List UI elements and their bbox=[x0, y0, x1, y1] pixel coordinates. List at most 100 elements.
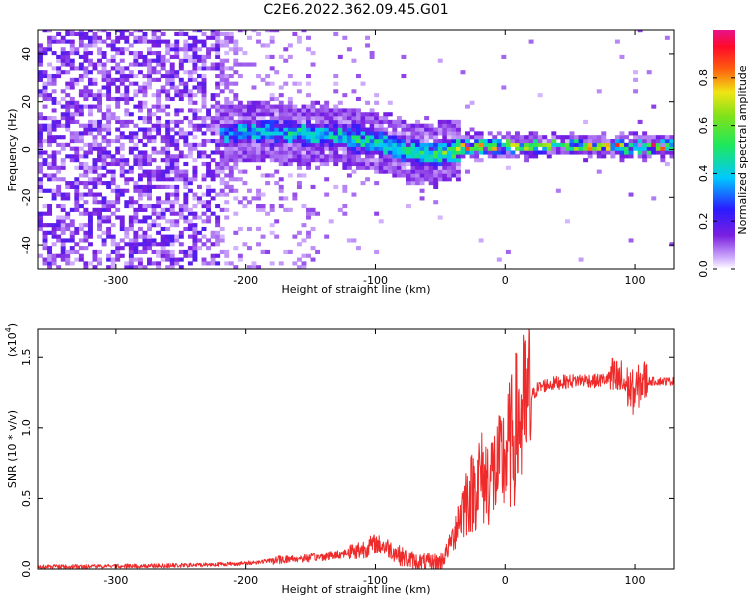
heatmap-cell bbox=[42, 47, 48, 52]
heatmap-cell bbox=[42, 257, 48, 262]
heatmap-cell bbox=[583, 150, 589, 155]
heatmap-cell bbox=[69, 138, 75, 144]
heatmap-cell bbox=[60, 192, 66, 197]
heatmap-cell bbox=[51, 154, 57, 159]
heatmap-cell bbox=[283, 104, 289, 109]
heatmap-cell bbox=[201, 123, 207, 128]
heatmap-cell bbox=[137, 242, 143, 247]
heatmap-cell bbox=[669, 138, 674, 144]
heatmap-cell bbox=[596, 142, 602, 147]
heatmap-cell bbox=[206, 154, 212, 159]
heatmap-cell bbox=[110, 158, 116, 163]
heatmap-cell bbox=[42, 173, 48, 178]
heatmap-cell bbox=[142, 154, 148, 159]
heatmap-cell bbox=[274, 70, 280, 75]
heatmap-cell bbox=[101, 196, 107, 201]
heatmap-cell bbox=[192, 35, 198, 40]
heatmap-cell bbox=[528, 138, 534, 144]
heatmap-cell bbox=[56, 184, 62, 189]
heatmap-cell bbox=[356, 158, 361, 163]
heatmap-cell bbox=[437, 173, 443, 178]
heatmap-cell bbox=[174, 261, 180, 266]
heatmap-cell bbox=[65, 215, 71, 220]
heatmap-cell bbox=[119, 66, 125, 71]
heatmap-cell bbox=[542, 135, 548, 140]
heatmap-cell bbox=[215, 31, 221, 37]
heatmap-cell bbox=[274, 127, 280, 132]
heatmap-cell bbox=[42, 150, 48, 155]
heatmap-cell bbox=[228, 158, 234, 163]
heatmap-cell bbox=[174, 158, 180, 163]
heatmap-cell bbox=[169, 138, 175, 144]
heatmap-cell bbox=[405, 169, 411, 174]
heatmap-cell bbox=[83, 85, 89, 90]
heatmap-cell bbox=[51, 66, 57, 71]
heatmap-cell bbox=[156, 150, 162, 155]
heatmap-cell bbox=[78, 54, 84, 59]
heatmap-cell bbox=[392, 142, 398, 147]
heatmap-cell bbox=[92, 196, 98, 201]
heatmap-cell bbox=[38, 47, 43, 52]
heatmap-cell bbox=[569, 142, 575, 147]
heatmap-cell bbox=[69, 100, 75, 105]
heatmap-cell bbox=[324, 146, 330, 151]
heatmap-cell bbox=[455, 142, 461, 147]
heatmap-cell bbox=[442, 158, 448, 163]
heatmap-cell bbox=[219, 177, 225, 182]
heatmap-cell bbox=[183, 253, 189, 258]
heatmap-cell bbox=[233, 131, 239, 136]
heatmap-cell bbox=[442, 135, 448, 140]
heatmap-cell bbox=[192, 100, 198, 105]
heatmap-cell bbox=[501, 146, 507, 151]
heatmap-cell bbox=[97, 104, 102, 109]
heatmap-cell bbox=[551, 150, 557, 155]
heatmap-cell bbox=[210, 242, 216, 247]
heatmap-cell bbox=[124, 123, 130, 128]
heatmap-cell bbox=[242, 104, 248, 109]
heatmap-cell bbox=[101, 150, 107, 155]
heatmap-cell bbox=[65, 112, 71, 117]
heatmap-cell bbox=[360, 181, 366, 186]
heatmap-cell bbox=[646, 142, 652, 147]
heatmap-cell bbox=[269, 108, 275, 113]
heatmap-cell bbox=[310, 135, 316, 140]
heatmap-cell bbox=[528, 146, 534, 151]
heatmap-cell bbox=[442, 119, 448, 124]
heatmap-cell bbox=[124, 119, 130, 124]
heatmap-cell bbox=[47, 43, 53, 48]
heatmap-cell bbox=[283, 127, 289, 132]
heatmap-cell bbox=[265, 112, 271, 117]
heatmap-cell bbox=[324, 138, 330, 144]
heatmap-cell bbox=[69, 261, 75, 266]
heatmap-cell bbox=[101, 62, 107, 67]
heatmap-cell bbox=[83, 169, 89, 174]
heatmap-cell bbox=[106, 230, 112, 235]
heatmap-cell bbox=[424, 135, 430, 140]
heatmap-cell bbox=[269, 223, 275, 228]
heatmap-cell bbox=[465, 135, 470, 140]
heatmap-cell bbox=[38, 70, 43, 75]
heatmap-cell bbox=[292, 192, 298, 197]
heatmap-cell bbox=[142, 31, 148, 37]
heatmap-cell bbox=[92, 257, 98, 262]
heatmap-cell bbox=[269, 158, 275, 163]
heatmap-cell bbox=[74, 77, 80, 82]
heatmap-cell bbox=[528, 39, 534, 44]
heatmap-cell bbox=[419, 123, 425, 128]
heatmap-cell bbox=[324, 135, 330, 140]
heatmap-cell bbox=[169, 43, 175, 48]
heatmap-cell bbox=[360, 131, 366, 136]
heatmap-cell bbox=[455, 123, 461, 128]
heatmap-cell bbox=[87, 146, 93, 151]
heatmap-cell bbox=[319, 104, 325, 109]
heatmap-cell bbox=[92, 96, 98, 102]
heatmap-cell bbox=[215, 219, 221, 224]
heatmap-cell bbox=[419, 146, 425, 151]
heatmap-cell bbox=[137, 138, 143, 144]
heatmap-cell bbox=[165, 234, 171, 239]
heatmap-cell bbox=[87, 150, 93, 155]
heatmap-cell bbox=[51, 257, 57, 262]
heatmap-cell bbox=[69, 112, 75, 117]
heatmap-cell bbox=[133, 184, 139, 189]
heatmap-cell bbox=[351, 135, 357, 140]
